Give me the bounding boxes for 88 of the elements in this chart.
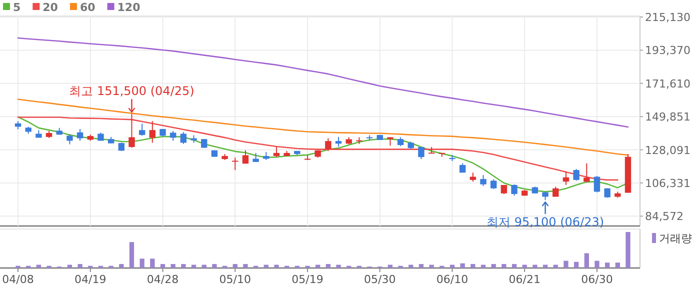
legend-label: 60 <box>80 1 96 14</box>
candlestick <box>594 175 600 193</box>
bar <box>326 264 330 268</box>
y-tick-label: 84,572 <box>645 210 684 224</box>
annotation: 최저 95,100 (06/23) <box>486 215 604 230</box>
x-tick-label: 05/30 <box>364 273 396 286</box>
bar <box>140 258 144 268</box>
bar <box>553 264 558 268</box>
y-tick-label: 193,370 <box>645 44 690 58</box>
x-tick-label: 06/30 <box>581 273 613 286</box>
y-tick-label: 128,091 <box>645 144 690 157</box>
candlestick <box>149 120 156 144</box>
y-tick-label: 215,130 <box>645 11 690 24</box>
x-tick-label: 05/10 <box>219 273 251 286</box>
bar <box>160 264 166 268</box>
bar <box>232 264 238 268</box>
y-tick-label: 149,851 <box>645 110 690 124</box>
bar <box>584 253 589 268</box>
candlestick <box>232 157 238 171</box>
candlestick <box>170 130 176 142</box>
bar <box>191 264 196 268</box>
candlestick <box>138 123 146 136</box>
y-tick-label: 106,331 <box>645 176 690 190</box>
line-series <box>17 37 629 128</box>
candlestick <box>76 128 84 142</box>
bar <box>212 264 217 268</box>
bar <box>491 264 496 268</box>
y-tick-label: 171,610 <box>645 77 690 90</box>
candlestick <box>242 150 249 164</box>
bar <box>150 258 155 268</box>
bar <box>542 264 548 268</box>
candlestick <box>490 178 497 190</box>
bar <box>460 263 465 268</box>
candlestick <box>511 184 518 196</box>
x-tick-label: 05/19 <box>292 273 324 286</box>
bar <box>512 264 517 268</box>
x-tick-label: 04/19 <box>74 273 106 286</box>
candlestick <box>418 146 424 160</box>
candlestick <box>335 136 342 148</box>
candlestick <box>180 132 187 144</box>
bar <box>532 264 538 268</box>
bar <box>181 264 186 268</box>
bar <box>243 264 248 268</box>
candlestick <box>562 171 570 186</box>
candlestick <box>128 114 135 148</box>
bar <box>274 264 279 268</box>
bar <box>119 264 124 268</box>
candlestick <box>573 168 580 182</box>
bar <box>388 264 393 268</box>
bar <box>418 264 424 268</box>
line-series <box>17 98 629 156</box>
candlestick <box>273 146 280 158</box>
bar <box>129 242 134 268</box>
x-tick-label: 06/21 <box>508 273 540 286</box>
bar <box>574 262 579 268</box>
legend-label: 5 <box>13 1 21 14</box>
x-tick-label: 04/08 <box>2 273 34 286</box>
bar <box>429 264 434 268</box>
bar <box>564 260 568 268</box>
x-tick-label: 04/28 <box>146 273 179 286</box>
legend-label: 120 <box>117 1 141 14</box>
bar <box>502 264 506 268</box>
bar <box>615 262 620 268</box>
bar <box>450 264 455 268</box>
bar <box>408 264 414 268</box>
bar <box>626 232 630 268</box>
bar <box>202 264 206 268</box>
line-series <box>17 116 618 181</box>
bar <box>316 264 320 268</box>
bar <box>594 260 600 268</box>
bar <box>470 264 476 268</box>
bar <box>78 264 82 268</box>
candlestick <box>66 134 73 145</box>
bar <box>36 264 42 268</box>
candlestick <box>480 174 486 187</box>
candlestick <box>584 162 590 183</box>
x-tick-label: 06/10 <box>436 273 468 286</box>
bar <box>604 262 610 268</box>
legend-label: 20 <box>42 1 58 14</box>
annotation: 최고 151,500 (04/25) <box>69 84 194 98</box>
legend-label: 거래량 <box>659 232 692 245</box>
bar <box>264 264 268 268</box>
candlestick <box>325 138 332 152</box>
bar <box>170 264 176 268</box>
bar <box>67 264 72 268</box>
bar <box>336 264 341 268</box>
bar <box>522 264 527 268</box>
bar <box>480 264 486 268</box>
